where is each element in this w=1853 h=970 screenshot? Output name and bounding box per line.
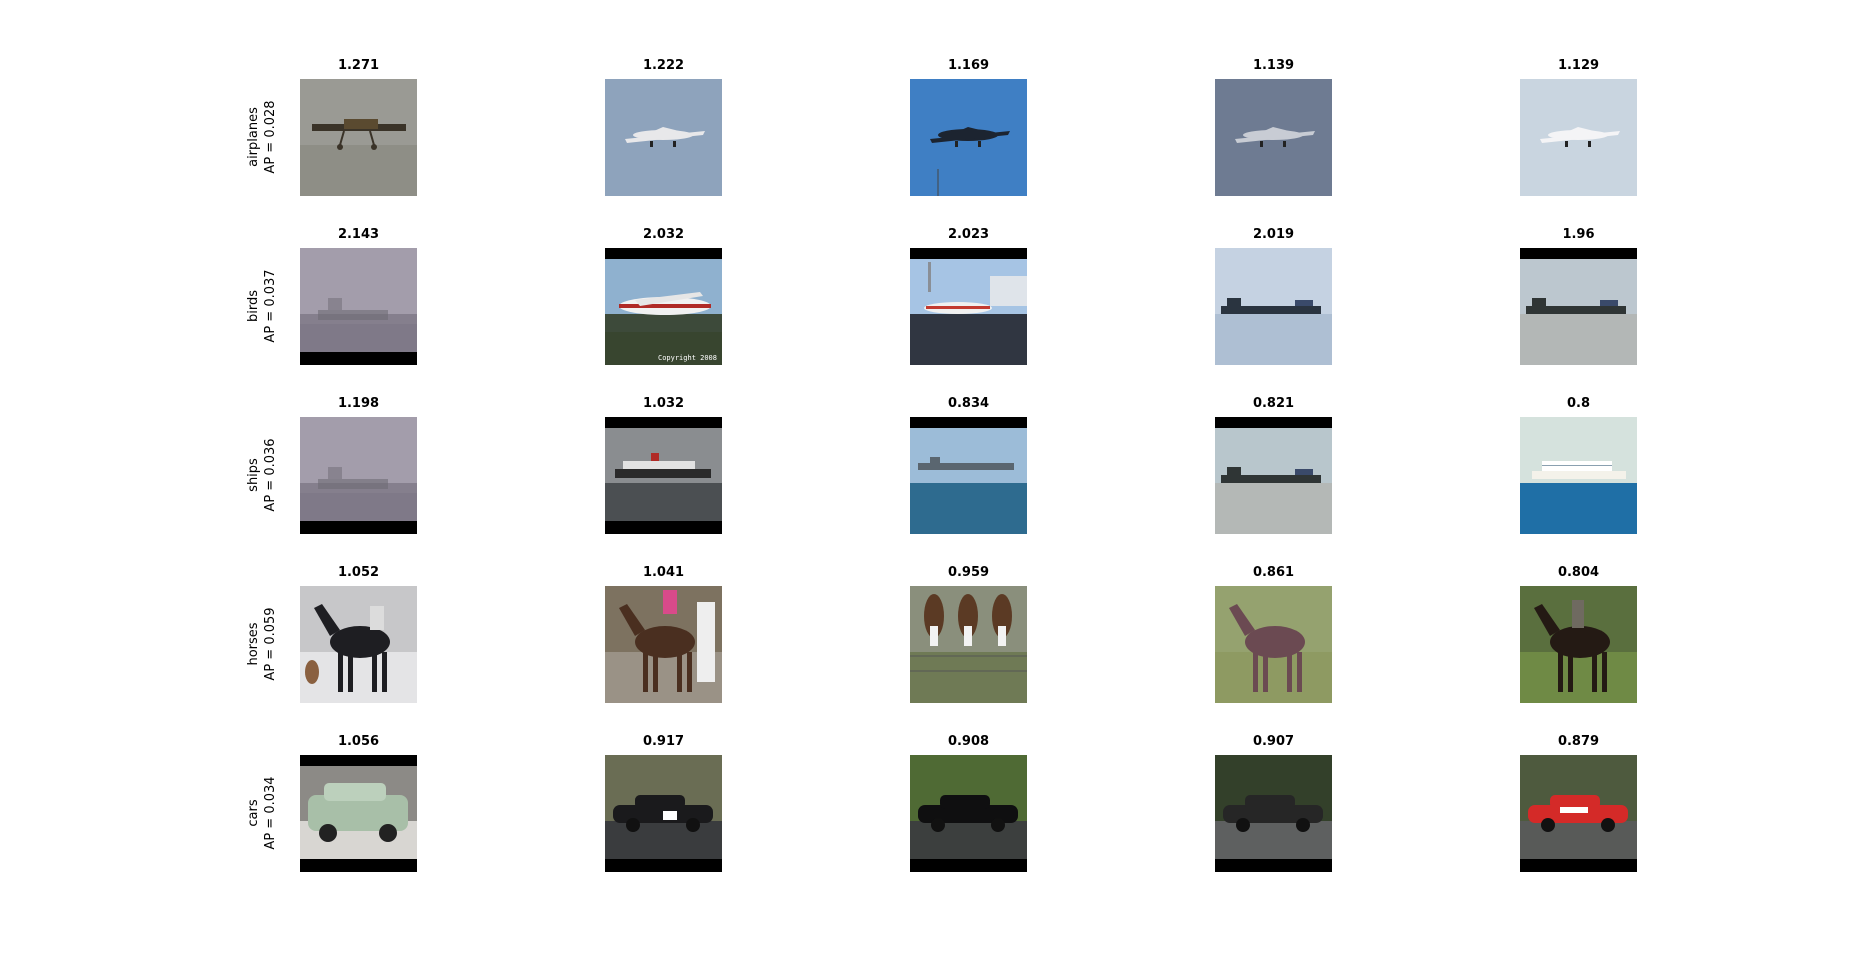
similarity-score: 0.879: [1557, 734, 1600, 749]
thumbnail-image: [1215, 417, 1332, 534]
similarity-score: 0.8: [1566, 396, 1591, 411]
category-name: airplanes: [246, 107, 261, 167]
retrieval-result: 1.198: [300, 395, 417, 534]
thumbnail-image: [1520, 755, 1637, 872]
similarity-score: 1.032: [642, 396, 685, 411]
similarity-score: 2.143: [337, 227, 380, 242]
retrieval-result: 0.917: [605, 733, 722, 872]
similarity-score: 1.056: [337, 734, 380, 749]
retrieval-result: 1.056: [300, 733, 417, 872]
retrieval-result: 2.019: [1215, 226, 1332, 365]
retrieval-result: 1.96: [1520, 226, 1637, 365]
thumbnail-image: [910, 248, 1027, 365]
similarity-score: 0.959: [947, 565, 990, 580]
retrieval-result: 1.129: [1520, 57, 1637, 196]
retrieval-result: 2.143: [300, 226, 417, 365]
average-precision: AP = 0.036: [263, 438, 278, 512]
row-label-text: horses AP = 0.059: [245, 564, 279, 724]
retrieval-result: 1.169: [910, 57, 1027, 196]
similarity-score: 1.222: [642, 58, 685, 73]
similarity-score: 0.804: [1557, 565, 1600, 580]
row-label: airplanes AP = 0.028: [244, 79, 280, 196]
retrieval-result: 0.908: [910, 733, 1027, 872]
category-name: ships: [246, 458, 261, 492]
row-label-text: birds AP = 0.037: [245, 226, 279, 386]
retrieval-result: 1.041: [605, 564, 722, 703]
similarity-score: 0.821: [1252, 396, 1295, 411]
retrieval-result: 2.023: [910, 226, 1027, 365]
similarity-score: 1.139: [1252, 58, 1295, 73]
row-label-text: cars AP = 0.034: [245, 733, 279, 893]
similarity-score: 2.023: [947, 227, 990, 242]
thumbnail-image: [1520, 417, 1637, 534]
similarity-score: 0.907: [1252, 734, 1295, 749]
retrieval-result: 0.821: [1215, 395, 1332, 534]
retrieval-result: 0.879: [1520, 733, 1637, 872]
retrieval-result: 0.959: [910, 564, 1027, 703]
retrieval-result: 0.907: [1215, 733, 1332, 872]
thumbnail-image: [910, 586, 1027, 703]
average-precision: AP = 0.037: [263, 269, 278, 343]
thumbnail-caption: Copyright 2008: [658, 354, 717, 362]
thumbnail-image: [1215, 586, 1332, 703]
thumbnail-image: [1215, 248, 1332, 365]
thumbnail-image: [300, 248, 417, 365]
thumbnail-image: [910, 417, 1027, 534]
retrieval-result: 0.8: [1520, 395, 1637, 534]
average-precision: AP = 0.028: [263, 100, 278, 174]
thumbnail-image: [1215, 755, 1332, 872]
thumbnail-image: [1520, 248, 1637, 365]
thumbnail-image: [300, 586, 417, 703]
thumbnail-image: [605, 79, 722, 196]
thumbnail-image: [605, 586, 722, 703]
thumbnail-image: [1520, 79, 1637, 196]
similarity-score: 0.908: [947, 734, 990, 749]
similarity-score: 0.834: [947, 396, 990, 411]
thumbnail-image: [910, 79, 1027, 196]
similarity-score: 0.917: [642, 734, 685, 749]
thumbnail-image: [300, 755, 417, 872]
similarity-score: 2.032: [642, 227, 685, 242]
thumbnail-image: Copyright 2008: [605, 248, 722, 365]
thumbnail-image: [300, 79, 417, 196]
similarity-score: 1.271: [337, 58, 380, 73]
thumbnail-image: [605, 755, 722, 872]
retrieval-result: 0.861: [1215, 564, 1332, 703]
retrieval-result: 1.271: [300, 57, 417, 196]
retrieval-result: 1.139: [1215, 57, 1332, 196]
retrieval-result: 1.052: [300, 564, 417, 703]
retrieval-result: 1.222: [605, 57, 722, 196]
similarity-score: 1.198: [337, 396, 380, 411]
thumbnail-image: [605, 417, 722, 534]
category-name: horses: [246, 622, 261, 666]
average-precision: AP = 0.034: [263, 776, 278, 850]
similarity-score: 1.169: [947, 58, 990, 73]
category-name: cars: [246, 799, 261, 827]
similarity-score: 0.861: [1252, 565, 1295, 580]
retrieval-result: 2.032 Copyright 2008: [605, 226, 722, 365]
similarity-score: 1.129: [1557, 58, 1600, 73]
thumbnail-image: [1520, 586, 1637, 703]
row-label-text: airplanes AP = 0.028: [245, 57, 279, 217]
thumbnail-image: [300, 417, 417, 534]
thumbnail-image: [1215, 79, 1332, 196]
thumbnail-image: [910, 755, 1027, 872]
row-label-text: ships AP = 0.036: [245, 395, 279, 555]
similarity-score: 1.96: [1562, 227, 1595, 242]
row-label: horses AP = 0.059: [244, 586, 280, 703]
retrieval-result: 0.804: [1520, 564, 1637, 703]
row-label: birds AP = 0.037: [244, 248, 280, 365]
similarity-score: 1.052: [337, 565, 380, 580]
similarity-score: 1.041: [642, 565, 685, 580]
similarity-score: 2.019: [1252, 227, 1295, 242]
retrieval-result: 0.834: [910, 395, 1027, 534]
row-label: ships AP = 0.036: [244, 417, 280, 534]
category-name: birds: [246, 290, 261, 323]
row-label: cars AP = 0.034: [244, 755, 280, 872]
average-precision: AP = 0.059: [263, 607, 278, 681]
retrieval-result: 1.032: [605, 395, 722, 534]
